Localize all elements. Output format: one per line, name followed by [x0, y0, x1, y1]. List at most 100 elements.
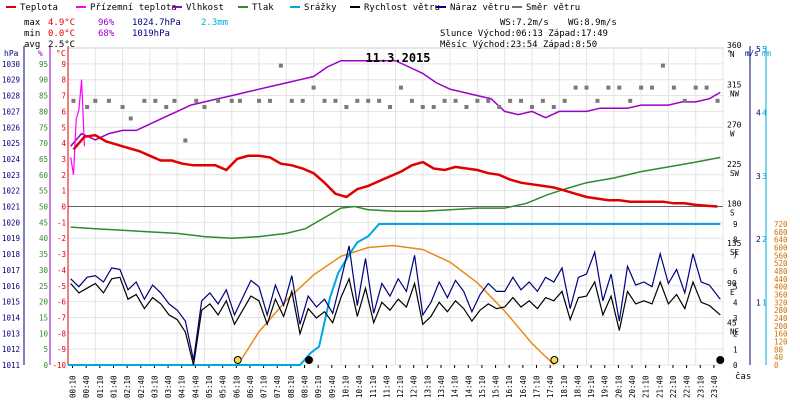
temp-tick-label: -1: [57, 218, 66, 227]
wind-direction-point: [106, 98, 111, 103]
x-tick-label: 09:10: [314, 375, 323, 398]
x-tick-label: 07:40: [273, 375, 282, 398]
stat-max-rain: 2.3mm: [201, 18, 228, 28]
x-tick-label: 06:40: [246, 375, 255, 398]
dir-tick-label: 270: [727, 120, 742, 129]
radiation-tick-label: 600: [774, 244, 788, 253]
legend: Teplota Přízemní teplota Vlhkost Tlak Srážky…: [0, 0, 800, 14]
dir-tick-label: 180: [727, 200, 742, 209]
legend-entry: Směr větru: [526, 3, 580, 13]
sun-elevation-line: [237, 244, 555, 366]
temp-tick-label: 4: [61, 139, 66, 148]
radiation-tick-label: 640: [774, 236, 788, 245]
radiation-tick-label: 480: [774, 267, 788, 276]
legend-entry: Srážky: [304, 3, 337, 13]
wind-direction-point: [366, 98, 371, 103]
x-tick-label: 15:40: [492, 375, 501, 398]
temp-tick-label: -2: [57, 234, 66, 243]
hpa-tick-label: 1028: [2, 92, 21, 101]
wind-direction-point: [172, 98, 177, 103]
radiation-tick-label: 720: [774, 220, 788, 229]
x-tick-label: 05:40: [219, 375, 228, 398]
x-tick-label: 17:40: [546, 375, 555, 398]
hpa-tick-label: 1016: [2, 282, 21, 291]
mm-tick-label: 4: [762, 108, 767, 117]
radiation-tick-label: 40: [774, 353, 784, 362]
wind-direction-point: [216, 98, 221, 103]
wind-direction-point: [682, 98, 687, 103]
wind-direction-point: [584, 85, 589, 90]
dir-tick-sub: W: [730, 129, 735, 138]
stat-min-label: min: [24, 29, 40, 39]
temp-tick-label: -5: [57, 282, 66, 291]
wind-direction-point: [202, 104, 207, 109]
moonrise-marker: [716, 356, 725, 364]
radiation-tick-label: 0: [774, 361, 779, 370]
x-tick-label: 00:40: [82, 375, 91, 398]
x-tick-label: 09:40: [328, 375, 337, 398]
dir-tick-label: 45: [727, 318, 737, 327]
x-tick-label: 20:10: [614, 375, 623, 398]
x-tick-label: 07:10: [260, 375, 269, 398]
pct-tick-label: 50: [39, 203, 49, 212]
low-ms-tick-label: 6: [733, 267, 738, 276]
hpa-tick-label: 1011: [2, 361, 20, 370]
wind-direction-point: [551, 104, 556, 109]
dir-tick-sub: E: [730, 288, 735, 297]
wind-gust-line: [70, 245, 721, 361]
wind-direction-point: [194, 98, 199, 103]
temp-tick-label: -9: [57, 345, 66, 354]
radiation-tick-label: 160: [774, 330, 788, 339]
legend-entry: Náraz větru: [450, 3, 510, 13]
hpa-tick-label: 1025: [2, 139, 20, 148]
mm-tick-label: 5: [762, 45, 767, 54]
hpa-tick-label: 1013: [2, 329, 20, 338]
wind-direction-point: [289, 98, 294, 103]
x-tick-label: 16:10: [505, 375, 514, 398]
radiation-tick-label: 80: [774, 345, 784, 354]
wind-direction-point: [475, 98, 480, 103]
x-tick-label: 01:40: [109, 375, 118, 398]
wind-direction-point: [639, 85, 644, 90]
wind-direction-point: [398, 85, 403, 90]
temp-tick-label: -6: [57, 298, 67, 307]
marker-layer: [233, 356, 725, 364]
radiation-tick-label: 120: [774, 338, 788, 347]
right-axes: ° m/s mm45NE90E135SE180S225SW270W315NW360N…: [727, 41, 788, 370]
pct-tick-label: 60: [39, 171, 49, 180]
wind-direction-point: [562, 98, 567, 103]
dir-tick-sub: SW: [730, 169, 740, 178]
pct-tick-label: 30: [39, 266, 49, 275]
pct-tick-label: 70: [39, 139, 49, 148]
stat-sun: Slunce Východ:06:13 Západ:17:49: [440, 29, 608, 39]
dir-tick-sub: SE: [730, 248, 740, 257]
hpa-tick-label: 1022: [2, 187, 20, 196]
temp-unit: °C: [56, 49, 66, 58]
temp-tick-label: 2: [61, 171, 66, 180]
ms-tick-label: 3: [756, 172, 761, 181]
stat-wind-speed: WS:7.2m/s: [500, 18, 549, 28]
temp-tick-label: 9: [61, 60, 66, 69]
wind-direction-point: [229, 98, 234, 103]
x-tick-label: 15:10: [478, 375, 487, 398]
x-tick-label: 16:40: [519, 375, 528, 398]
wind-direction-point: [183, 138, 188, 143]
dir-tick-sub: N: [730, 50, 735, 59]
radiation-tick-label: 520: [774, 259, 788, 268]
dir-tick-label: 360: [727, 41, 742, 50]
x-tick-label: 19:40: [601, 375, 610, 398]
stat-avg-label: avg: [24, 40, 40, 50]
mm-unit: mm: [762, 49, 772, 58]
low-ms-tick-label: 9: [733, 220, 738, 229]
wind-direction-point: [333, 98, 338, 103]
pct-tick-label: 5: [43, 345, 48, 354]
temp-tick-label: 8: [61, 76, 66, 85]
x-tick-label: 13:10: [423, 375, 432, 398]
temp-tick-label: 6: [61, 107, 66, 116]
wind-direction-point: [93, 98, 98, 103]
x-tick-label: 10:40: [355, 375, 364, 398]
x-tick-label: 01:10: [96, 375, 105, 398]
temp-tick-label: -8: [57, 329, 67, 338]
x-tick-label: 12:10: [396, 375, 405, 398]
mm-tick-label: 1: [762, 299, 767, 308]
